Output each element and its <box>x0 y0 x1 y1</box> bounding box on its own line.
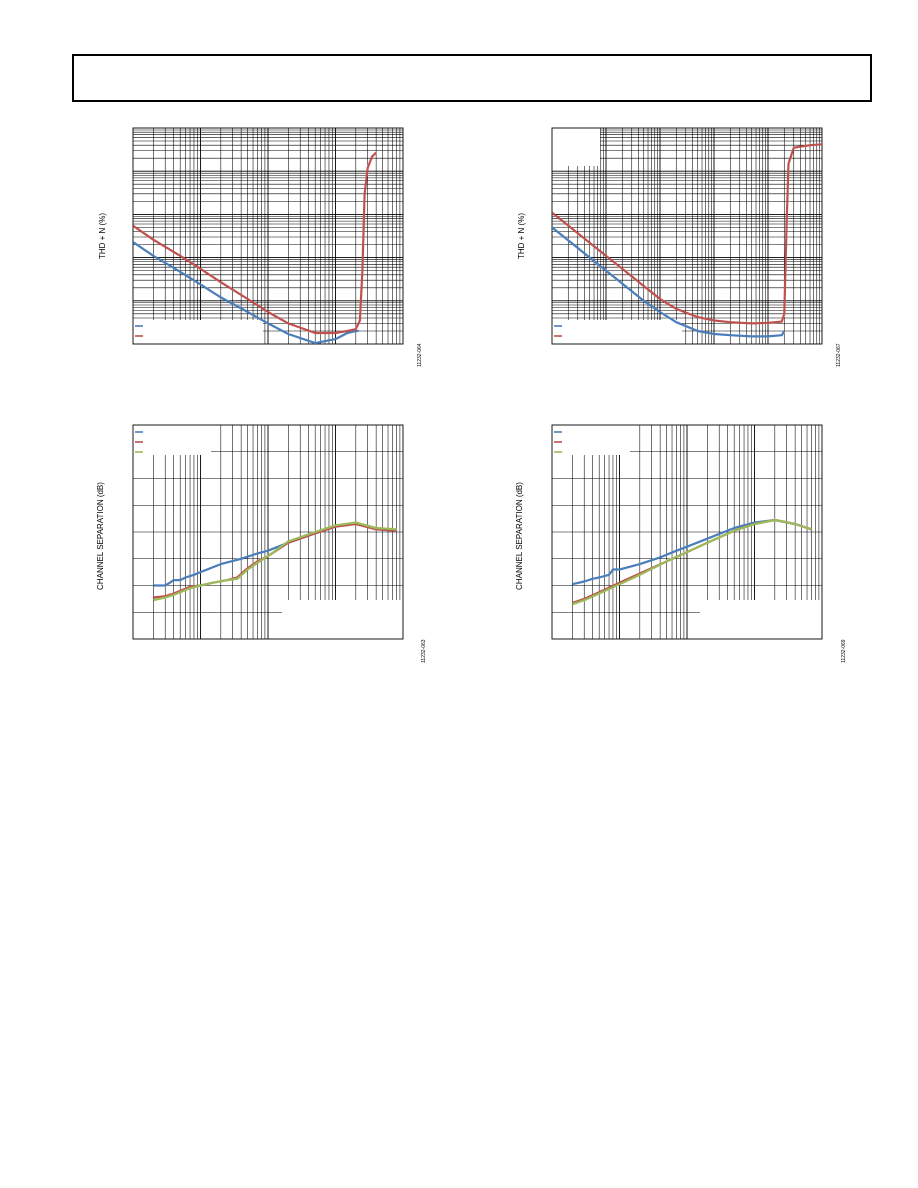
chart-sep-left: CHANNEL SEPARATION (dB) 11232-063 <box>96 424 427 663</box>
header-box <box>72 54 872 102</box>
plot-frame <box>551 424 823 640</box>
legend-box <box>552 320 682 344</box>
y-axis-label: THD + N (%) <box>517 213 526 259</box>
series-line-2 <box>133 151 377 335</box>
grid <box>552 128 822 344</box>
series-line-3 <box>153 521 397 602</box>
figure-id: 11232-064 <box>417 343 423 367</box>
legend-box <box>133 320 263 344</box>
series-line-2 <box>552 143 822 325</box>
y-axis-label: THD + N (%) <box>98 213 107 259</box>
legend-box <box>133 425 211 455</box>
chart-sep-right: CHANNEL SEPARATION (dB) 11232-069 <box>515 424 847 663</box>
series-line-1 <box>572 518 812 586</box>
plot-frame <box>551 127 823 345</box>
legend-box <box>552 128 600 166</box>
chart-thd-left: THD + N (%) 11232-064 <box>98 127 423 367</box>
plot-frame <box>132 424 404 640</box>
y-axis-label: CHANNEL SEPARATION (dB) <box>515 482 524 590</box>
legend-box <box>700 600 822 639</box>
series-line-3 <box>571 518 812 606</box>
figure-id: 11232-067 <box>836 343 842 367</box>
plot-frame <box>132 127 404 345</box>
legend-box <box>552 425 630 455</box>
chart-thd-right: THD + N (%) 11232-067 <box>517 127 842 367</box>
legend-box <box>282 600 403 639</box>
figure-id: 11232-069 <box>841 639 847 663</box>
series-line-1 <box>133 241 359 344</box>
y-axis-label: CHANNEL SEPARATION (dB) <box>96 482 105 590</box>
series-line-1 <box>552 226 786 338</box>
figure-id: 11232-063 <box>421 639 427 663</box>
